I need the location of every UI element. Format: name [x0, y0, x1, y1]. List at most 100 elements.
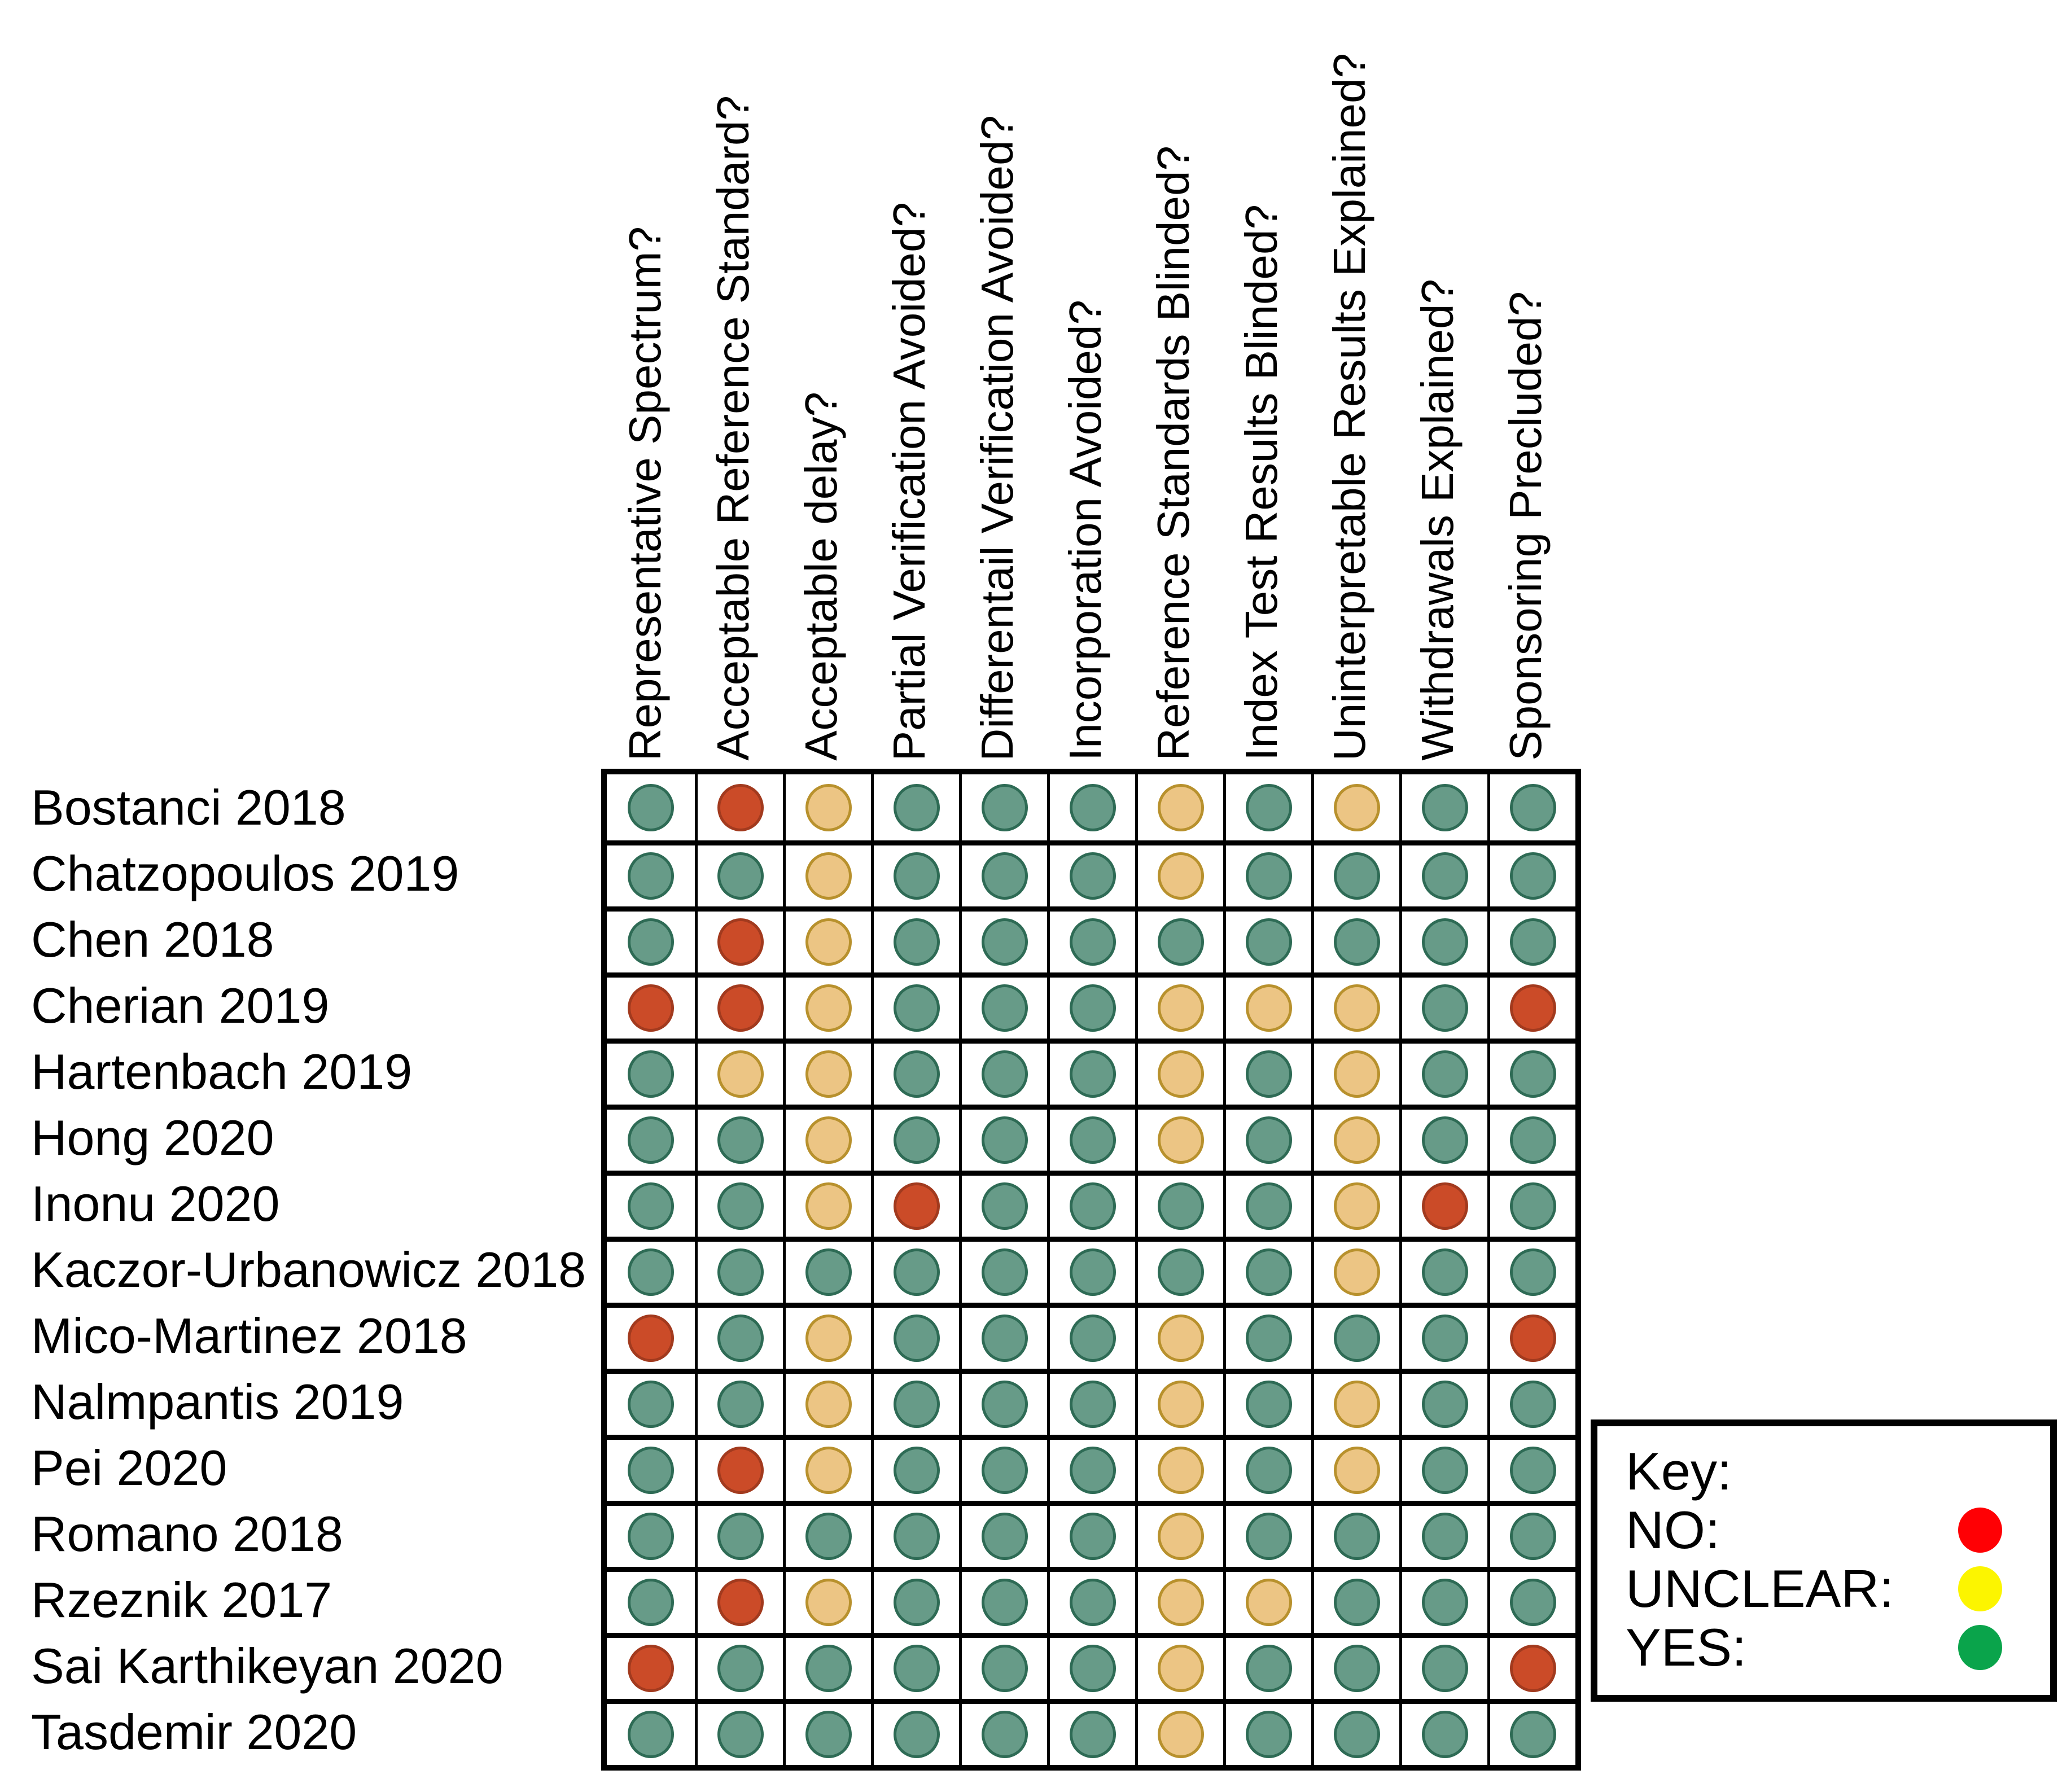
matrix-cell: [1311, 1039, 1399, 1105]
matrix-cell: [1311, 906, 1399, 972]
yes-rating-dot-icon: [981, 1645, 1028, 1692]
matrix-cell: [1311, 1369, 1399, 1435]
matrix-cell: [1223, 1237, 1311, 1303]
unclear-rating-dot-icon: [1333, 984, 1380, 1032]
matrix-cell: [1135, 906, 1223, 972]
yes-rating-dot-icon: [805, 1711, 852, 1758]
matrix-cell: [1311, 840, 1399, 906]
yes-rating-dot-icon: [717, 1645, 764, 1692]
matrix-cell: [1311, 1303, 1399, 1369]
matrix-cell: [695, 1633, 783, 1699]
matrix-cell: [695, 1237, 783, 1303]
column-header-label: Index Test Results Blinded?: [1236, 204, 1286, 761]
no-rating-dot-icon: [717, 783, 764, 831]
yes-rating-dot-icon: [981, 1513, 1028, 1560]
yes-rating-dot-icon: [1421, 1116, 1468, 1164]
yes-rating-dot-icon: [628, 1513, 674, 1560]
matrix-cell: [1487, 1699, 1575, 1765]
matrix-cell: [1399, 840, 1487, 906]
matrix-cell: [607, 1039, 695, 1105]
yes-rating-dot-icon: [893, 1381, 940, 1428]
yes-rating-dot-icon: [1333, 1645, 1380, 1692]
matrix-cell: [607, 774, 695, 840]
matrix-cell: [1223, 1171, 1311, 1237]
yes-rating-dot-icon: [628, 1447, 674, 1494]
key-entry-yes: YES:: [1626, 1618, 2025, 1677]
matrix-cell: [1135, 972, 1223, 1039]
yes-rating-dot-icon: [717, 1381, 764, 1428]
unclear-rating-dot-icon: [1157, 1711, 1204, 1758]
matrix-cell: [607, 1237, 695, 1303]
matrix-cell: [959, 1435, 1047, 1501]
yes-rating-dot-icon: [1509, 918, 1556, 966]
unclear-rating-dot-icon: [1333, 1116, 1380, 1164]
matrix-cell: [783, 972, 871, 1039]
unclear-rating-dot-icon: [1157, 1447, 1204, 1494]
matrix-cell: [1135, 1303, 1223, 1369]
matrix-cell: [871, 1369, 959, 1435]
matrix-cell: [1047, 1567, 1135, 1633]
matrix-cell: [1399, 1237, 1487, 1303]
matrix-cell: [1135, 774, 1223, 840]
unclear-rating-dot-icon: [1245, 1579, 1292, 1626]
yes-rating-dot-icon: [1421, 1050, 1468, 1098]
yes-dot-icon: [1958, 1625, 2002, 1670]
yes-rating-dot-icon: [1245, 1182, 1292, 1230]
matrix-cell: [1311, 1105, 1399, 1171]
yes-rating-dot-icon: [1421, 1248, 1468, 1296]
matrix-cell: [607, 1171, 695, 1237]
yes-rating-dot-icon: [1157, 1182, 1204, 1230]
matrix-cell: [1311, 1501, 1399, 1567]
matrix-cell: [607, 1633, 695, 1699]
matrix-cell: [1399, 972, 1487, 1039]
matrix-cell: [1311, 1633, 1399, 1699]
yes-rating-dot-icon: [1509, 1050, 1556, 1098]
matrix-cell: [695, 1171, 783, 1237]
matrix-cell: [1223, 1699, 1311, 1765]
yes-rating-dot-icon: [1245, 1513, 1292, 1560]
row-label: Mico-Martinez 2018: [31, 1307, 467, 1364]
unclear-rating-dot-icon: [1157, 783, 1204, 831]
yes-rating-dot-icon: [893, 1711, 940, 1758]
yes-rating-dot-icon: [1245, 1116, 1292, 1164]
key-title-row: Key:: [1626, 1442, 2025, 1501]
matrix-cell: [783, 1369, 871, 1435]
yes-rating-dot-icon: [893, 918, 940, 966]
yes-rating-dot-icon: [1069, 1248, 1116, 1296]
matrix-cell: [1135, 1105, 1223, 1171]
unclear-rating-dot-icon: [1333, 1050, 1380, 1098]
matrix-cell: [607, 972, 695, 1039]
key-label-unclear: UNCLEAR:: [1626, 1559, 1894, 1618]
yes-rating-dot-icon: [1333, 918, 1380, 966]
column-header-label: Acceptable delay?: [796, 392, 846, 761]
unclear-rating-dot-icon: [1333, 783, 1380, 831]
yes-rating-dot-icon: [1509, 783, 1556, 831]
matrix-cell: [871, 1699, 959, 1765]
matrix-cell: [1487, 1567, 1575, 1633]
column-header: Representative Spectrum?: [601, 226, 689, 763]
yes-rating-dot-icon: [1421, 1381, 1468, 1428]
matrix-cell: [1135, 1567, 1223, 1633]
matrix-cell: [1487, 1633, 1575, 1699]
yes-rating-dot-icon: [893, 984, 940, 1032]
matrix-cell: [1135, 1435, 1223, 1501]
row-label: Kaczor-Urbanowicz 2018: [31, 1241, 586, 1298]
matrix-cell: [1311, 1699, 1399, 1765]
matrix-cell: [1311, 1567, 1399, 1633]
yes-rating-dot-icon: [1333, 1711, 1380, 1758]
yes-rating-dot-icon: [981, 984, 1028, 1032]
matrix-cell: [1311, 1435, 1399, 1501]
matrix-cell: [1047, 1501, 1135, 1567]
matrix-cell: [783, 1699, 871, 1765]
unclear-rating-dot-icon: [1157, 1579, 1204, 1626]
column-header: Incorporation Avoided?: [1041, 300, 1129, 763]
matrix-cell: [607, 1567, 695, 1633]
matrix-cell: [783, 840, 871, 906]
row-label: Rzeznik 2017: [31, 1571, 332, 1628]
column-header: Index Test Results Blinded?: [1218, 204, 1306, 763]
matrix-cell: [695, 1501, 783, 1567]
matrix-cell: [695, 1699, 783, 1765]
matrix-cell: [1311, 1171, 1399, 1237]
matrix-cell: [871, 1303, 959, 1369]
matrix-cell: [959, 840, 1047, 906]
